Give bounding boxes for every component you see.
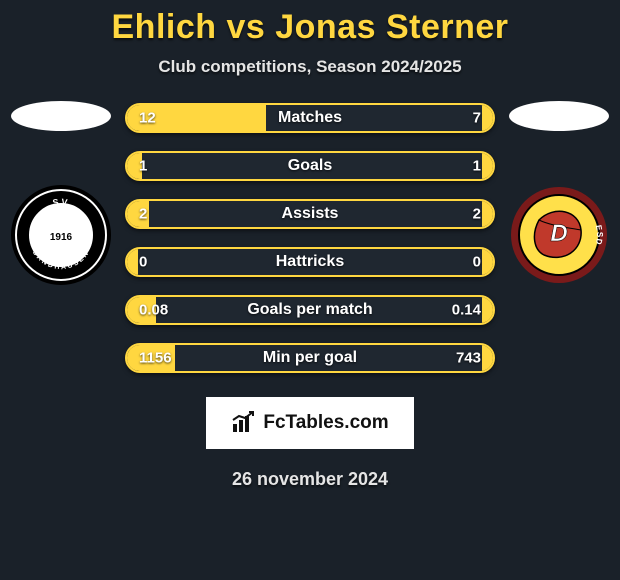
stat-row: 0 Hattricks 0 bbox=[125, 247, 495, 277]
branding-text: FcTables.com bbox=[263, 412, 388, 434]
stat-fill-right bbox=[482, 105, 493, 131]
comparison-card: Ehlich vs Jonas Sterner Club competition… bbox=[0, 0, 620, 580]
stat-fill-right bbox=[482, 297, 493, 323]
subtitle: Club competitions, Season 2024/2025 bbox=[0, 57, 620, 77]
club-badge-right: D DRESDEN bbox=[509, 185, 609, 285]
stat-fill-right bbox=[482, 345, 493, 371]
stat-fill-right bbox=[482, 201, 493, 227]
club-badge-left: SV SANDHAUSEN 1916 bbox=[11, 185, 111, 285]
stat-label: Matches bbox=[278, 109, 342, 127]
left-player-column: SV SANDHAUSEN 1916 bbox=[7, 101, 115, 285]
stat-value-right: 743 bbox=[456, 350, 481, 367]
stat-value-right: 2 bbox=[473, 206, 481, 223]
stat-label: Min per goal bbox=[263, 349, 357, 367]
stat-row: 2 Assists 2 bbox=[125, 199, 495, 229]
stat-value-left: 12 bbox=[139, 110, 156, 127]
stat-row: 0.08 Goals per match 0.14 bbox=[125, 295, 495, 325]
stat-value-right: 0 bbox=[473, 254, 481, 271]
svg-text:1916: 1916 bbox=[50, 232, 73, 243]
stat-fill-right bbox=[482, 249, 493, 275]
stat-row: 1 Goals 1 bbox=[125, 151, 495, 181]
stat-label: Hattricks bbox=[276, 253, 344, 271]
stat-value-right: 7 bbox=[473, 110, 481, 127]
stat-fill-right bbox=[482, 153, 493, 179]
player-silhouette-right bbox=[509, 101, 609, 131]
page-title: Ehlich vs Jonas Sterner bbox=[0, 8, 620, 47]
stat-fill-left bbox=[127, 249, 138, 275]
player-silhouette-left bbox=[11, 101, 111, 131]
right-player-column: D DRESDEN bbox=[505, 101, 613, 285]
stat-label: Goals bbox=[288, 157, 332, 175]
chart-icon bbox=[231, 410, 257, 436]
stat-value-right: 0.14 bbox=[452, 302, 481, 319]
stat-value-left: 1 bbox=[139, 158, 147, 175]
main-row: SV SANDHAUSEN 1916 12Matches71Goals12Ass… bbox=[0, 101, 620, 373]
stat-label: Goals per match bbox=[247, 301, 372, 319]
date-label: 26 november 2024 bbox=[0, 469, 620, 490]
stat-label: Assists bbox=[282, 205, 339, 223]
stats-column: 12Matches71Goals12Assists20Hattricks00.0… bbox=[125, 101, 495, 373]
stat-value-left: 1156 bbox=[139, 350, 172, 367]
svg-text:D: D bbox=[550, 220, 567, 247]
stat-value-left: 2 bbox=[139, 206, 147, 223]
stat-row: 12 Matches 7 bbox=[125, 103, 495, 133]
stat-row: 1156 Min per goal 743 bbox=[125, 343, 495, 373]
stat-value-left: 0.08 bbox=[139, 302, 168, 319]
stat-value-right: 1 bbox=[473, 158, 481, 175]
stat-value-left: 0 bbox=[139, 254, 147, 271]
branding-badge[interactable]: FcTables.com bbox=[206, 397, 414, 449]
